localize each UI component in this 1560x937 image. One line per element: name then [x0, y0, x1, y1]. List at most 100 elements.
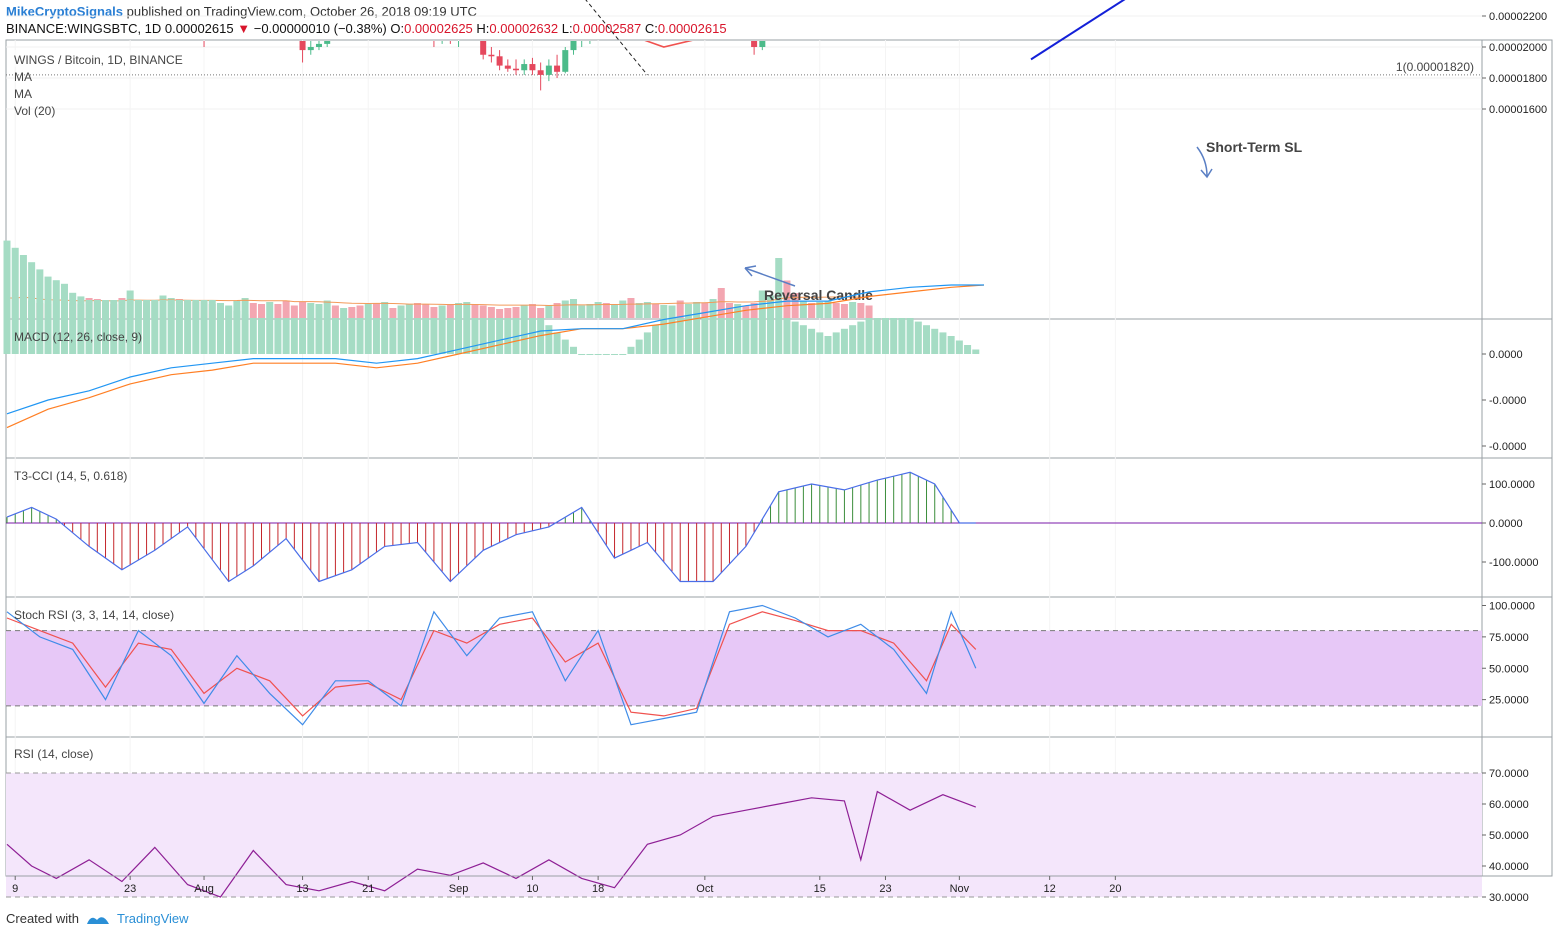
volume-bar	[381, 302, 389, 318]
macd-histogram-bar	[446, 318, 454, 354]
date-axis[interactable]: 9 23 Aug 13 21 Sep 10 18 Oct 15 23 Nov 12 20	[6, 875, 1482, 895]
macd-histogram-bar	[323, 318, 331, 354]
macd-histogram-bar	[28, 262, 36, 354]
date-tick-label: 12	[1044, 883, 1056, 895]
candle-body	[480, 41, 487, 55]
macd-tick-label: -0.0000	[1489, 441, 1526, 453]
candle-body	[349, 13, 355, 25]
footer: Created with TradingView	[6, 911, 189, 926]
candles	[203, 0, 766, 91]
macd-histogram-bar	[216, 303, 224, 354]
date-tick-label: Aug	[194, 883, 214, 895]
date-tick-label: 23	[124, 883, 136, 895]
author-name[interactable]: MikeCryptoSignals	[6, 4, 124, 19]
date-tick-label: Sep	[449, 883, 469, 895]
low-label: L:	[561, 21, 573, 36]
candle-body	[644, 19, 650, 24]
macd-histogram-bar	[931, 328, 939, 354]
candle-body	[217, 8, 223, 13]
volume-bar	[816, 302, 824, 318]
macd-histogram-bar	[898, 318, 906, 354]
volume-bar	[849, 302, 857, 318]
date-tick-label: Oct	[696, 883, 713, 895]
pane-frames	[5, 39, 1553, 877]
candle-body	[521, 64, 528, 71]
macd-histogram-bar	[972, 349, 980, 354]
reversal-arrow-head	[744, 265, 757, 277]
stoch-tick-label: 50.0000	[1489, 663, 1529, 675]
macd-histogram-bar	[602, 354, 610, 355]
candle-body	[562, 50, 569, 72]
volume-bar	[266, 302, 274, 318]
annotations: Reversal Candle Short-Term SL	[585, 0, 1303, 303]
price-tick-label: 0.00002200	[1489, 11, 1547, 23]
candle-body	[431, 35, 437, 40]
date-tick-label: 10	[526, 883, 538, 895]
volume-bar	[569, 299, 577, 318]
macd-histogram-bar	[19, 255, 27, 354]
date-tick-label: 9	[12, 883, 18, 895]
volume-bar	[258, 304, 266, 318]
stoch-tick-label: 75.0000	[1489, 632, 1529, 644]
chart-canvas[interactable]: 1(0.00001820) Reversal Candle Short-Term …	[0, 0, 1560, 905]
volume-bar	[824, 300, 832, 318]
candle-body	[398, 22, 404, 27]
macd-histogram-bar	[159, 300, 167, 354]
stoch-k-line	[6, 604, 977, 726]
macd-histogram-bar	[487, 318, 495, 354]
tradingview-brand[interactable]: TradingView	[116, 911, 189, 926]
macd-histogram-bar	[3, 240, 11, 354]
price-axis[interactable]: 0.000030000.000028000.000026000.00002400…	[1482, 0, 1550, 116]
candle-body	[382, 24, 388, 29]
fib-label: 1(0.00001820)	[1396, 60, 1474, 74]
volume-bar	[430, 307, 438, 318]
rsi-tick-label: 30.0000	[1489, 892, 1529, 904]
macd-histogram-bar	[668, 318, 676, 354]
volume-bar	[594, 302, 602, 318]
volume-bar	[668, 305, 676, 318]
cci-line	[6, 471, 976, 583]
symbol-info: BINANCE:WINGSBTC, 1D 0.00002615 ▼ −0.000…	[6, 21, 727, 36]
volume-bar	[356, 305, 364, 318]
pane-labels: WINGS / Bitcoin, 1D, BINANCE MA MA Vol (20)…	[10, 50, 195, 761]
created-with-text: Created with	[6, 911, 79, 926]
macd-histogram-bar	[849, 325, 857, 354]
macd-histogram-bar	[471, 318, 479, 354]
macd-tick-label: 0.0000	[1489, 349, 1523, 361]
candle-body	[702, 1, 708, 10]
volume-bar	[274, 304, 282, 318]
volume-bar	[397, 305, 405, 318]
candle-body	[332, 13, 338, 21]
rsi-line	[6, 790, 977, 898]
candle-body	[226, 0, 232, 8]
candle-body	[488, 54, 495, 57]
stoch-label: Stoch RSI (3, 3, 14, 14, close)	[14, 608, 174, 622]
macd-histogram-bar	[85, 300, 93, 354]
candle-body	[439, 32, 445, 40]
candle-body	[612, 22, 618, 30]
candle-body	[694, 1, 700, 7]
macd-histogram-bar	[553, 332, 561, 354]
macd-histogram-bar	[282, 318, 290, 354]
volume-bar	[767, 295, 775, 318]
macd-histogram-bar	[93, 300, 101, 354]
macd-histogram-bar	[775, 318, 783, 354]
macd-histogram-bar	[77, 296, 85, 354]
macd-histogram-bar	[405, 318, 413, 354]
volume-bar	[414, 303, 421, 318]
macd-histogram-bar	[545, 325, 553, 354]
cci-tick-label: -100.0000	[1489, 557, 1539, 569]
rsi-tick-label: 50.0000	[1489, 830, 1529, 842]
macd-histogram-bar	[635, 339, 643, 354]
macd-histogram-bar	[955, 340, 963, 354]
volume-bar	[340, 308, 348, 318]
candle-body	[291, 4, 297, 27]
macd-histogram-bar	[520, 318, 528, 354]
candle-body	[513, 68, 520, 71]
macd-histogram-bar	[438, 318, 446, 354]
macd-histogram-bar	[701, 318, 709, 354]
cci-label: T3-CCI (14, 5, 0.618)	[14, 469, 127, 483]
volume-bar	[693, 302, 701, 318]
volume-bar	[578, 305, 586, 318]
macd-histogram-bar	[110, 300, 118, 354]
